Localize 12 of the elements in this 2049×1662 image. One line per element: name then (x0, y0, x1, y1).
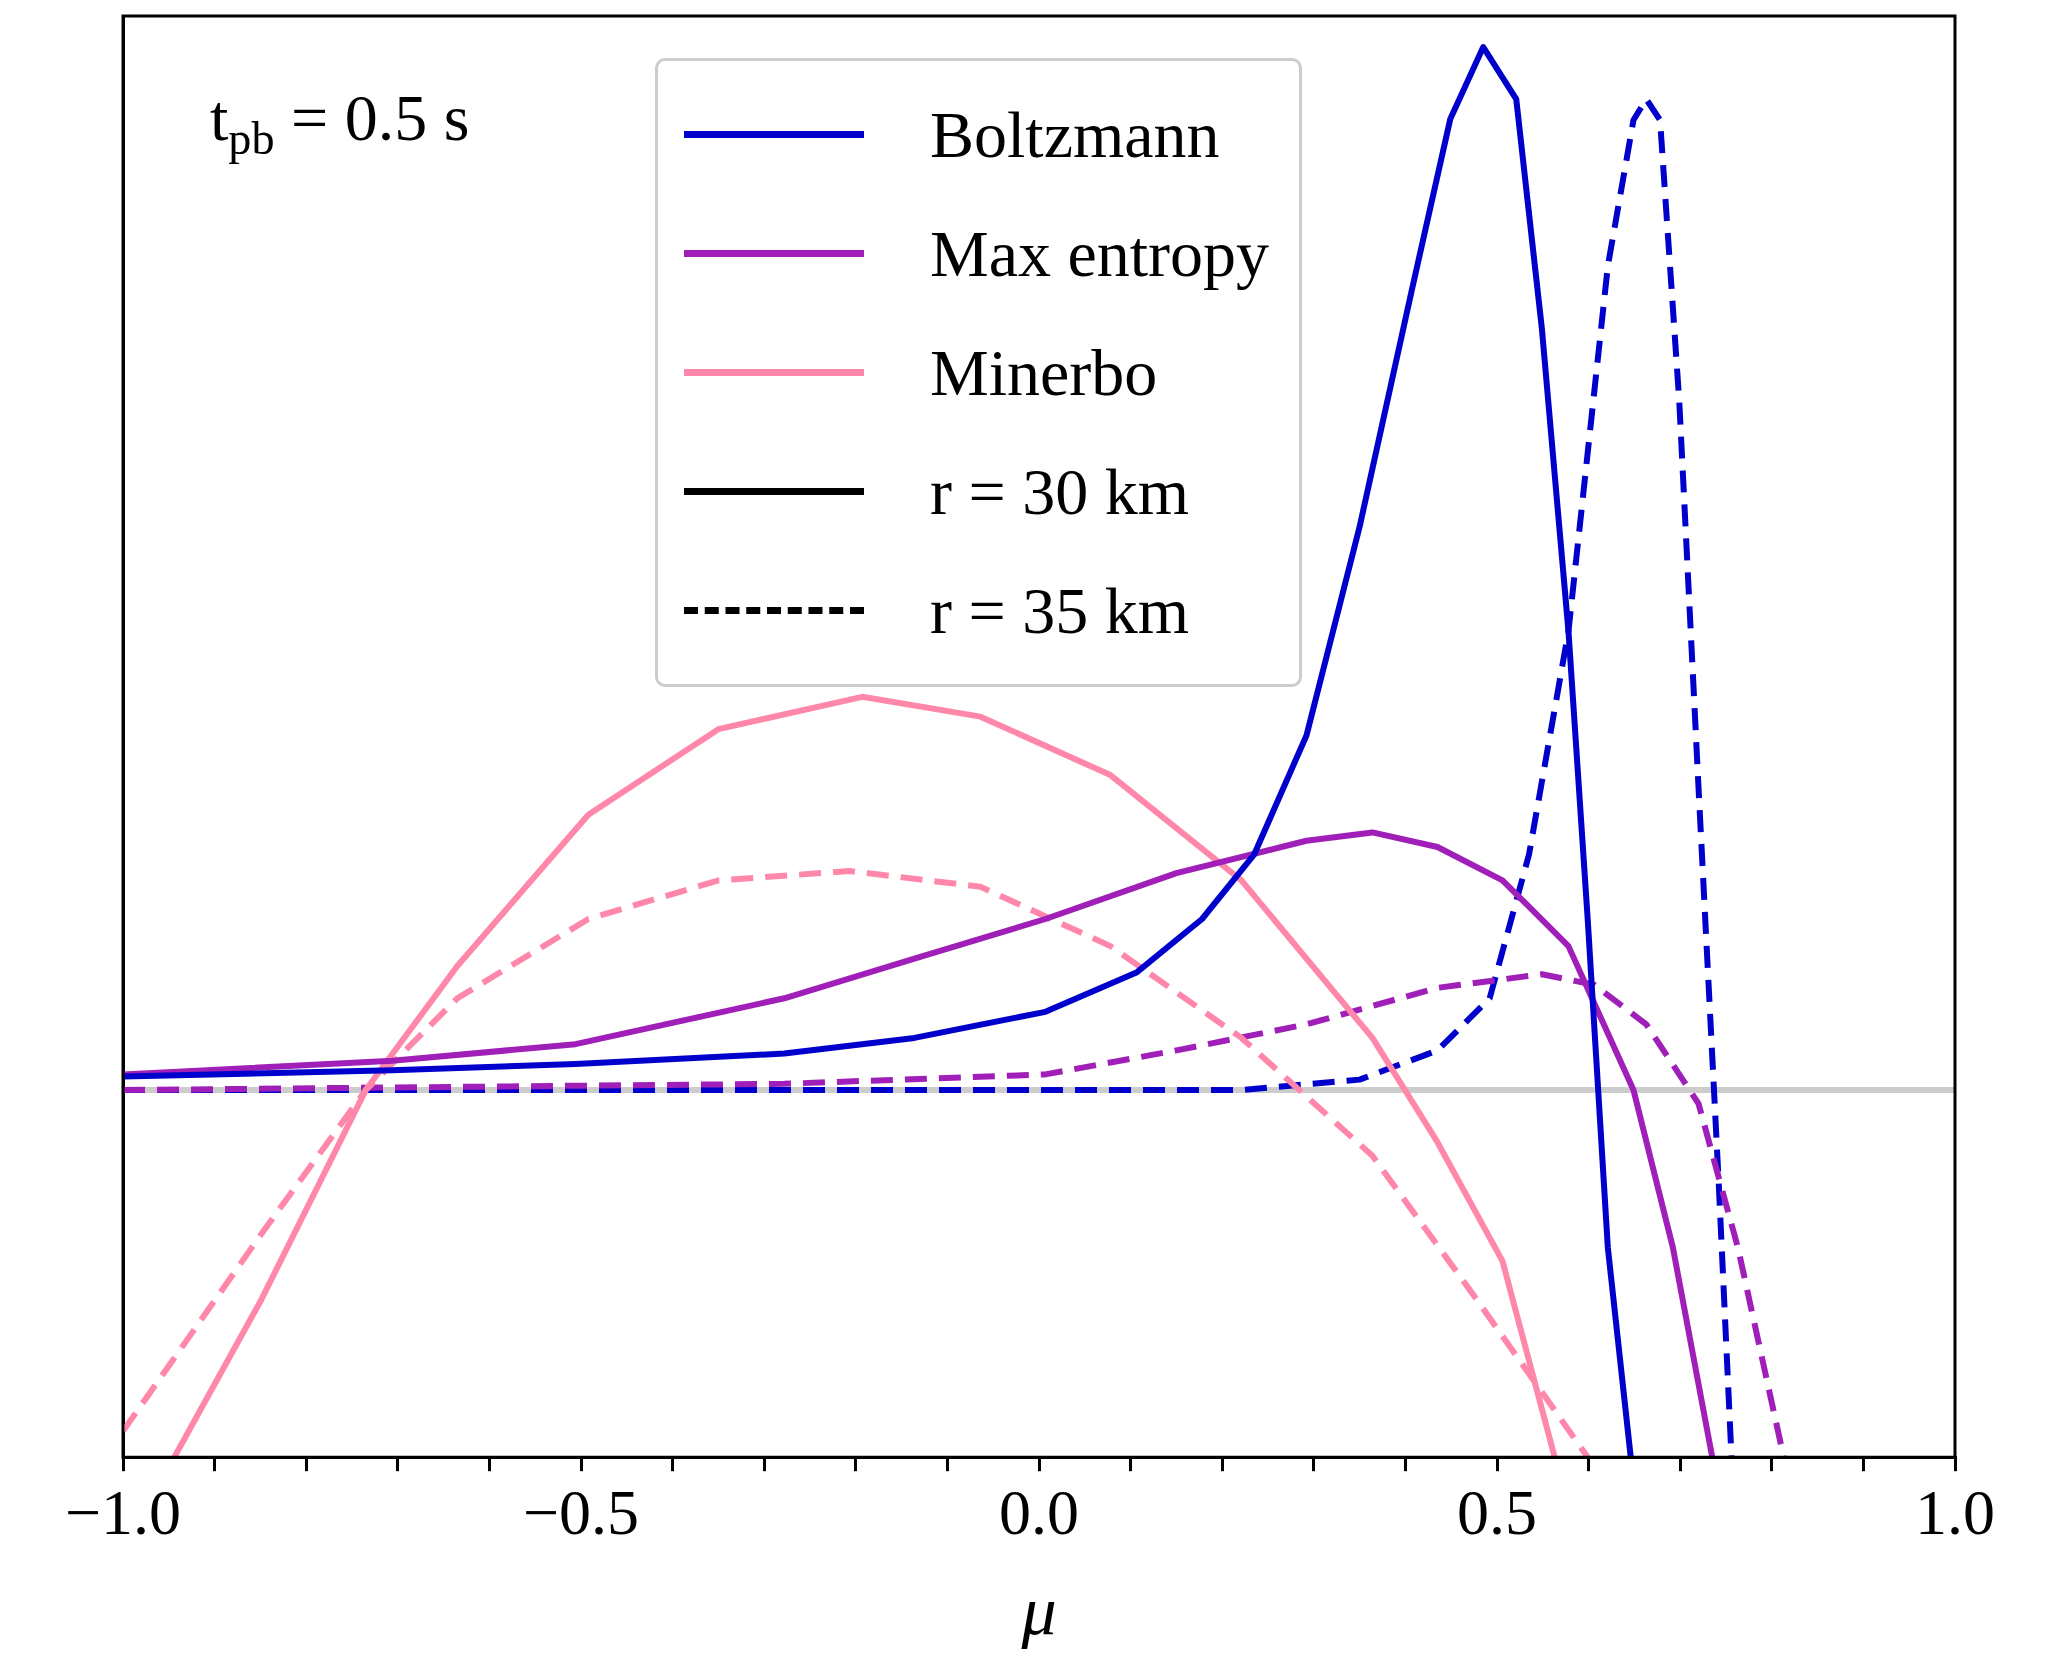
legend-label: r = 35 km (930, 572, 1190, 649)
x-tick-label: 0.5 (1457, 1477, 1537, 1549)
x-tick-label: 0.0 (999, 1477, 1079, 1549)
x-axis-title: μ (1020, 1572, 1057, 1650)
x-tick-label: −1.0 (64, 1477, 182, 1549)
legend-label: Minerbo (930, 334, 1158, 411)
annotation: t$_{pb}$ = 0.5 s (210, 80, 470, 166)
x-tick-label: 1.0 (1915, 1477, 1995, 1549)
legend-label: r = 30 km (930, 453, 1190, 530)
legend-label: Max entropy (930, 215, 1270, 292)
x-tick-label: −0.5 (522, 1477, 640, 1549)
legend-label: Boltzmann (930, 96, 1220, 173)
